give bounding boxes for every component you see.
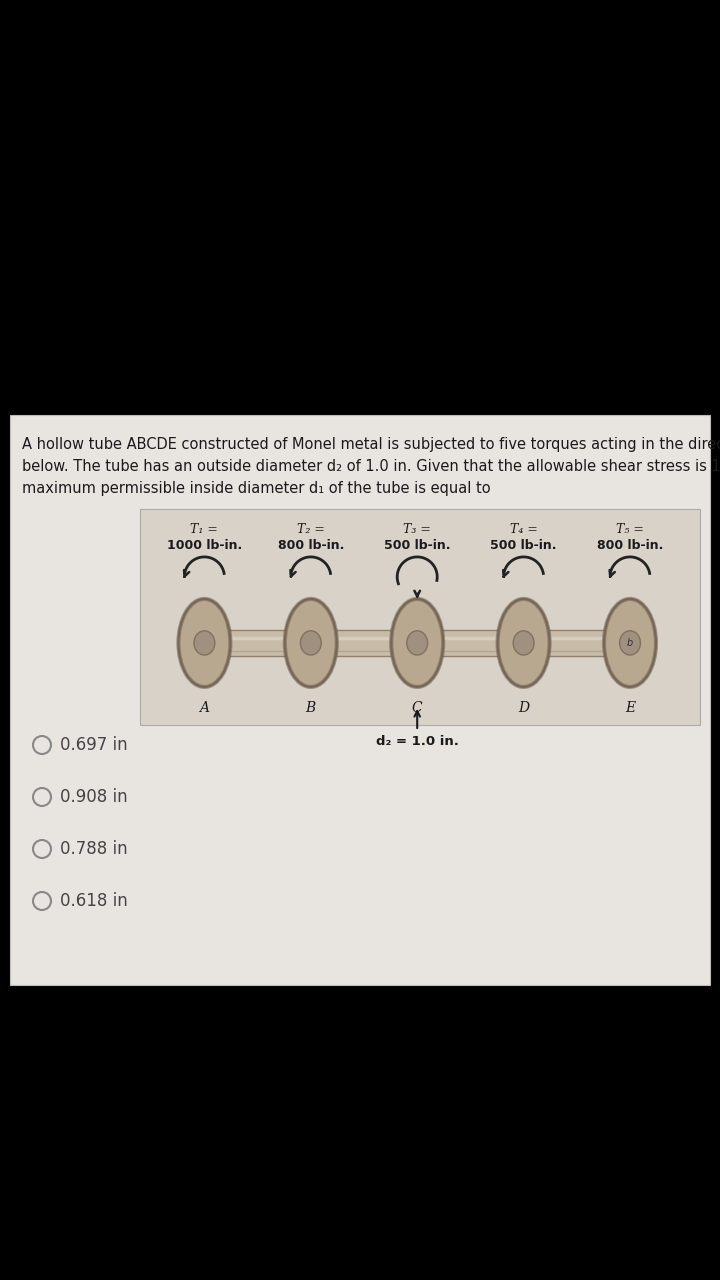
Text: 500 lb-in.: 500 lb-in. [490, 539, 557, 552]
Text: T₄ =: T₄ = [510, 524, 538, 536]
Text: D: D [518, 701, 529, 716]
Ellipse shape [604, 599, 656, 687]
FancyBboxPatch shape [140, 509, 700, 724]
Text: B: B [306, 701, 316, 716]
Ellipse shape [179, 599, 230, 687]
Text: T₁ =: T₁ = [191, 524, 218, 536]
Text: T₃ =: T₃ = [403, 524, 431, 536]
Ellipse shape [513, 631, 534, 655]
Text: d₂ = 1.0 in.: d₂ = 1.0 in. [376, 735, 459, 748]
Ellipse shape [407, 631, 428, 655]
Text: A: A [199, 701, 210, 716]
Ellipse shape [194, 631, 215, 655]
Ellipse shape [285, 599, 337, 687]
Text: maximum permissible inside diameter d₁ of the tube is equal to: maximum permissible inside diameter d₁ o… [22, 481, 490, 495]
Text: 500 lb-in.: 500 lb-in. [384, 539, 451, 552]
Text: T₂ =: T₂ = [297, 524, 325, 536]
Text: 800 lb-in.: 800 lb-in. [278, 539, 344, 552]
Text: C: C [412, 701, 423, 716]
Text: E: E [625, 701, 635, 716]
Text: 0.788 in: 0.788 in [60, 840, 127, 858]
Text: 0.908 in: 0.908 in [60, 788, 127, 806]
Ellipse shape [620, 631, 640, 655]
Text: below. The tube has an outside diameter d₂ of 1.0 in. Given that the allowable s: below. The tube has an outside diameter … [22, 460, 720, 474]
Text: b: b [627, 637, 633, 648]
Text: 0.618 in: 0.618 in [60, 892, 127, 910]
Text: 1000 lb-in.: 1000 lb-in. [167, 539, 242, 552]
Text: A hollow tube ABCDE constructed of Monel metal is subjected to five torques acti: A hollow tube ABCDE constructed of Monel… [22, 436, 720, 452]
FancyBboxPatch shape [10, 415, 710, 986]
Text: 0.697 in: 0.697 in [60, 736, 127, 754]
Text: 800 lb-in.: 800 lb-in. [597, 539, 663, 552]
Ellipse shape [391, 599, 444, 687]
Ellipse shape [300, 631, 321, 655]
Ellipse shape [498, 599, 549, 687]
Text: T₅ =: T₅ = [616, 524, 644, 536]
Bar [204, 630, 630, 655]
